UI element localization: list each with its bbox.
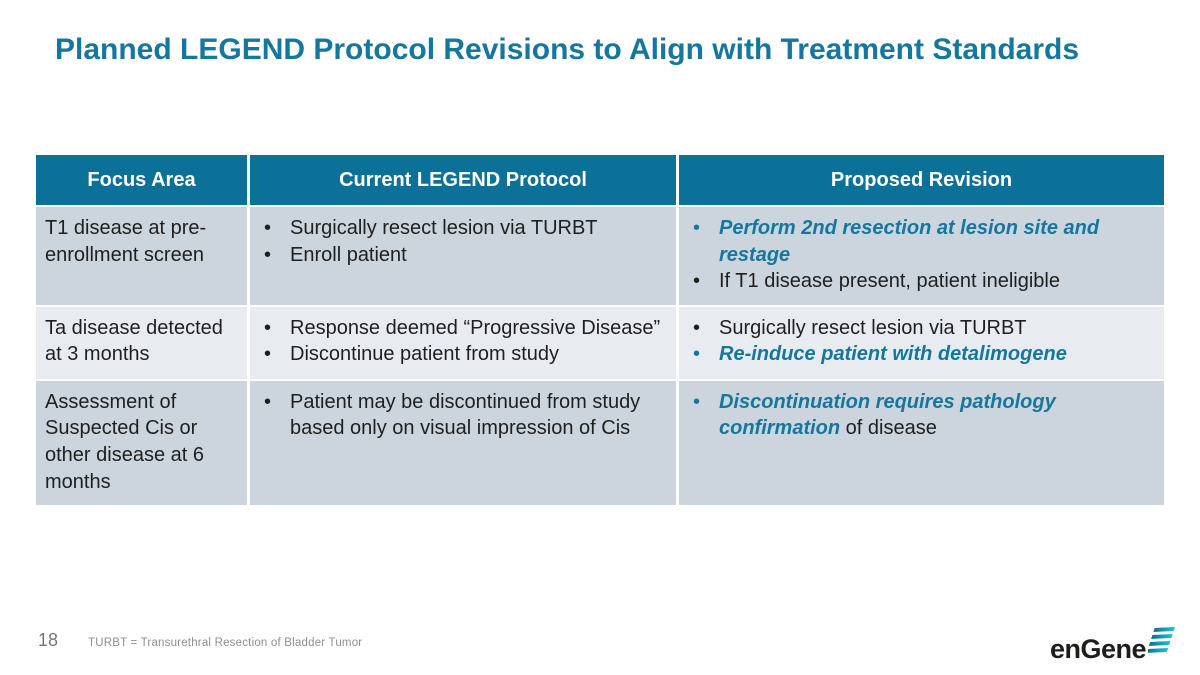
bullet-marker: •: [264, 217, 272, 239]
focus-area-cell: Assessment of Suspected Cis or other dis…: [36, 380, 247, 506]
table-row: Ta disease detected at 3 months • Response…: [36, 306, 1164, 379]
bullet-text: Discontinuation requires pathology confi…: [719, 390, 1056, 440]
current-protocol-cell: • Patient may be discontinued from study …: [250, 380, 676, 506]
bullet-item: • Discontinuation requires pathology conf…: [689, 389, 1156, 442]
bullet-text: Perform 2nd resection at lesion site and…: [719, 217, 1100, 266]
bullet-text: Re-induce patient with detalimogene: [719, 343, 1067, 366]
bullet-text: Response deemed “Progressive Disease”: [290, 316, 661, 339]
proposed-revision-cell: • Discontinuation requires pathology conf…: [679, 380, 1164, 506]
protocol-revisions-table: Focus Area Current LEGEND Protocol Propo…: [36, 155, 1164, 506]
table-header-row: Focus Area Current LEGEND Protocol Propo…: [36, 155, 1164, 205]
bullet-text: Surgically resect lesion via TURBT: [290, 217, 598, 239]
focus-area-cell: Ta disease detected at 3 months: [36, 306, 247, 379]
bullet-item: • Re-induce patient with detalimogene: [689, 341, 1156, 368]
bullet-item: • Surgically resect lesion via TURBT: [260, 215, 668, 242]
bullet-marker: •: [693, 316, 701, 339]
page-number: 18: [38, 630, 59, 650]
header-proposed-revision: Proposed Revision: [679, 155, 1164, 205]
footnote-abbreviation: TURBT = Transurethral Resection of Bladd…: [88, 637, 363, 649]
current-protocol-cell: • Response deemed “Progressive Disease” • D…: [250, 306, 676, 379]
header-focus-area: Focus Area: [36, 155, 247, 205]
table-row: Assessment of Suspected Cis or other dis…: [36, 380, 1164, 506]
bullet-item: • If T1 disease present, patient ineligib…: [689, 268, 1156, 295]
current-protocol-cell: • Surgically resect lesion via TURBT • Enro…: [250, 207, 676, 305]
bullet-marker: •: [693, 217, 701, 239]
slide-title: Planned LEGEND Protocol Revisions to Ali…: [55, 33, 1080, 66]
engene-logo: enGene: [1050, 627, 1182, 665]
table-body: T1 disease at pre-enrollment screen • Surg…: [36, 207, 1164, 506]
bullet-marker: •: [693, 270, 701, 293]
bullet-marker: •: [693, 343, 701, 366]
bullet-marker: •: [264, 390, 272, 413]
bullet-text: Discontinue patient from study: [290, 343, 560, 366]
bullet-text: If T1 disease present, patient ineligibl…: [719, 270, 1060, 293]
bullet-item: • Discontinue patient from study: [260, 341, 668, 368]
bullet-item: • Enroll patient: [260, 242, 668, 269]
focus-area-cell: T1 disease at pre-enrollment screen: [36, 207, 247, 305]
bullet-text: Enroll patient: [290, 243, 407, 266]
header-current-protocol: Current LEGEND Protocol: [250, 155, 676, 205]
engene-logo-text: enGene: [1049, 634, 1147, 664]
bullet-marker: •: [693, 390, 701, 413]
bullet-item: • Patient may be discontinued from study …: [260, 389, 668, 442]
bullet-marker: •: [264, 243, 272, 266]
bullet-marker: •: [264, 343, 272, 366]
bullet-item: • Surgically resect lesion via TURBT: [689, 315, 1156, 342]
proposed-revision-cell: • Surgically resect lesion via TURBT • Re-i…: [679, 306, 1164, 379]
table-row: T1 disease at pre-enrollment screen • Surg…: [36, 207, 1164, 305]
bullet-text: Surgically resect lesion via TURBT: [719, 316, 1027, 339]
proposed-revision-cell: • Perform 2nd resection at lesion site an…: [679, 207, 1164, 305]
bullet-item: • Perform 2nd resection at lesion site an…: [689, 215, 1156, 268]
bullet-marker: •: [264, 316, 272, 339]
bullet-text: Patient may be discontinued from study b…: [290, 390, 641, 440]
engene-stack-icon: [1148, 627, 1175, 653]
bullet-item: • Response deemed “Progressive Disease”: [260, 315, 668, 342]
